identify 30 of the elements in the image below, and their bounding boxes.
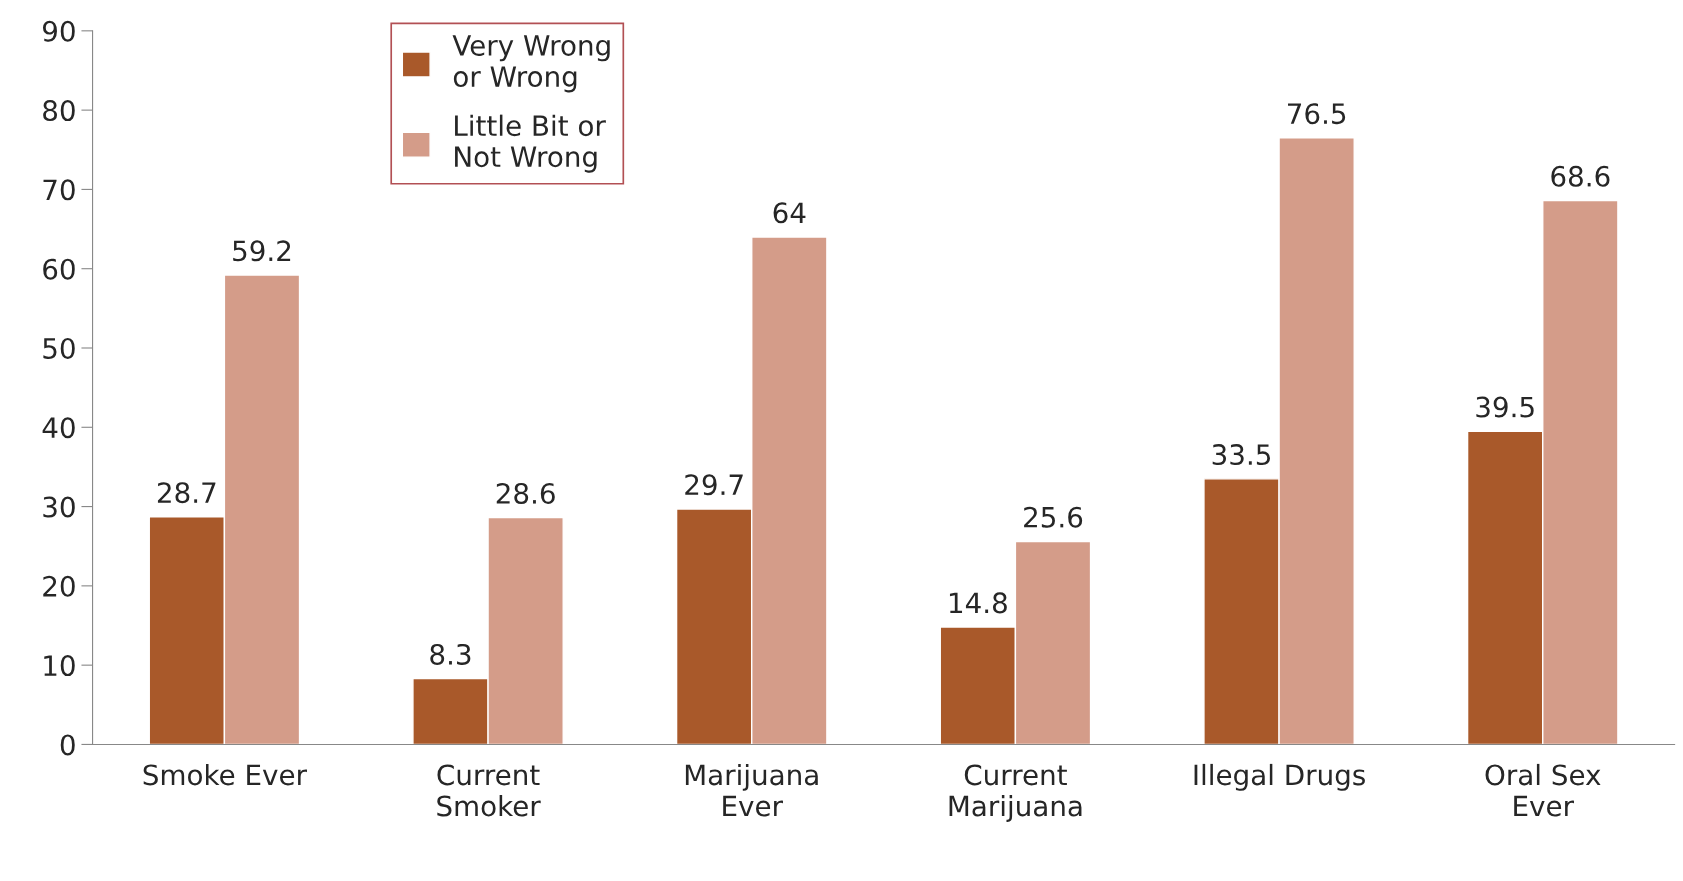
data-label: 59.2	[233, 240, 291, 262]
data-label: 29.7	[685, 474, 743, 496]
x-tick-label: Marijuana Ever	[685, 763, 818, 817]
data-label: 68.6	[1551, 165, 1610, 187]
x-tick-label: Current Smoker	[437, 764, 541, 817]
y-tick-label: 20	[43, 575, 75, 597]
x-tick-label: Oral Sex Ever	[1485, 763, 1601, 817]
data-label: 28.7	[157, 482, 216, 504]
data-label: 25.6	[1024, 506, 1083, 528]
legend-label: Very Wrong or Wrong	[452, 35, 610, 93]
x-tick-label: Current Marijuana	[949, 764, 1082, 822]
data-label: 39.5	[1476, 396, 1534, 418]
legend-label: Little Bit or Not Wrong	[455, 114, 606, 173]
data-label: 64	[773, 202, 806, 224]
y-tick-label: 50	[43, 337, 75, 359]
y-tick-label: 0	[60, 734, 75, 756]
y-tick-label: 30	[43, 496, 75, 518]
data-label: 33.5	[1212, 444, 1271, 466]
x-tick-label: Smoke Ever	[143, 763, 307, 786]
y-tick-label: 70	[43, 179, 75, 201]
x-tick-label: Illegal Drugs	[1194, 763, 1365, 791]
y-tick-label: 60	[43, 258, 75, 280]
data-label: 28.6	[496, 482, 555, 504]
y-tick-label: 10	[44, 655, 75, 677]
y-tick-label: 80	[43, 100, 75, 122]
y-tick-label: 90	[42, 20, 75, 42]
data-label: 76.5	[1288, 103, 1346, 125]
y-tick-label: 40	[42, 417, 75, 439]
data-label: 8.3	[430, 643, 471, 665]
data-label: 14.8	[949, 592, 1007, 614]
